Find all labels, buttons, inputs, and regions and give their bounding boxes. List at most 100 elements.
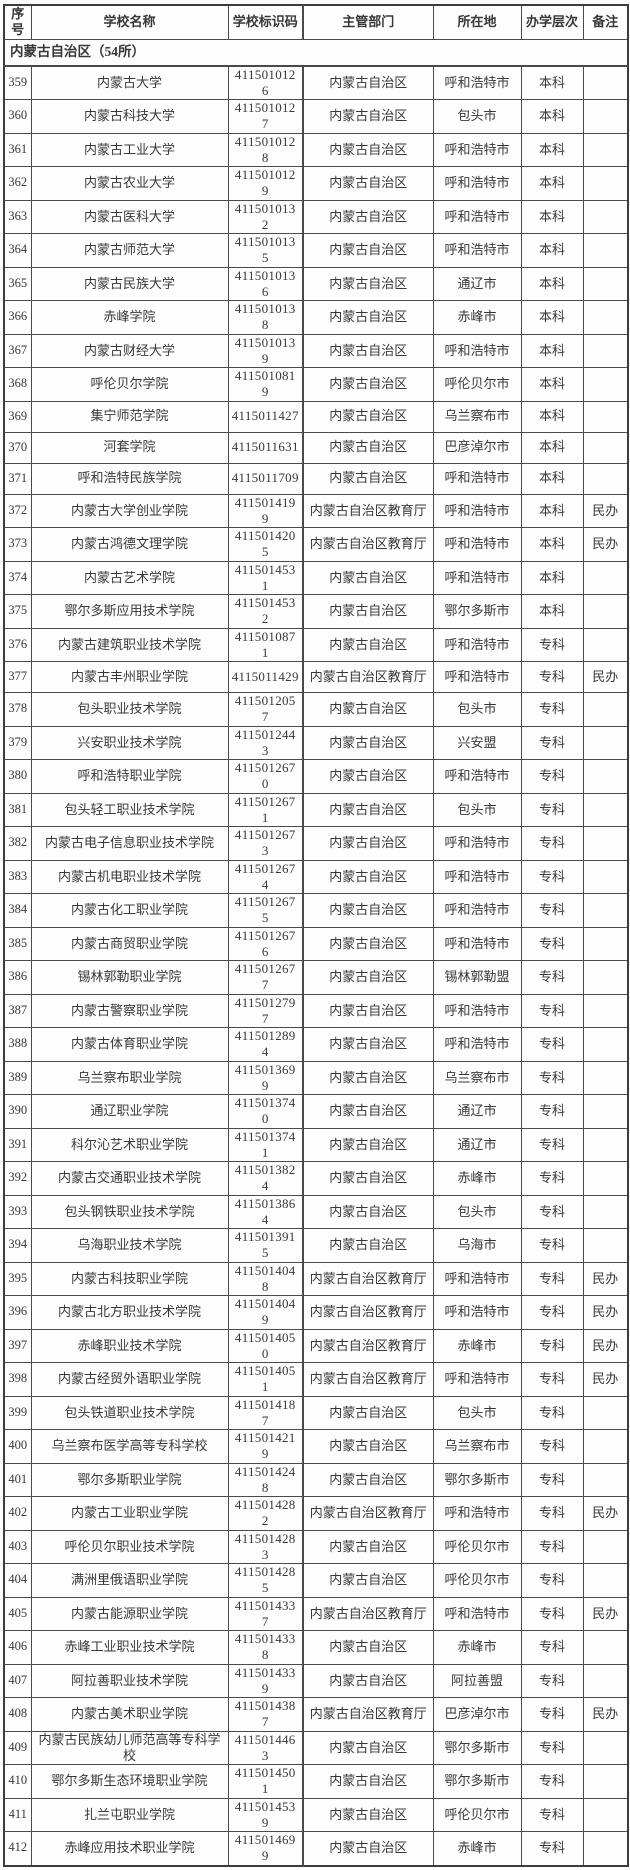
cell-school-name: 内蒙古北方职业技术学院: [30, 1295, 229, 1330]
cell-note: [582, 692, 629, 727]
cell-level: 本科: [520, 462, 584, 495]
table-row: 402 内蒙古工业职业学院 4115014282 内蒙古自治区教育厅 呼和浩特市 专科 民办: [3, 1496, 629, 1531]
cell-department: 内蒙古自治区: [302, 1630, 434, 1665]
table-row: 407 阿拉善职业技术学院 4115014339 内蒙古自治区 阿拉善盟 专科: [3, 1663, 629, 1698]
cell-school-code: 4115012677: [227, 960, 304, 995]
cell-level: 本科: [520, 431, 584, 464]
cell-number: 382: [3, 826, 32, 861]
header-row: 序号 学校名称 学校标识码 主管部门 所在地 办学层次 备注: [3, 4, 629, 40]
cell-note: [582, 166, 629, 201]
header-school-code: 学校标识码: [227, 4, 304, 40]
cell-school-name: 内蒙古农业大学: [30, 166, 229, 201]
cell-school-code: 4115013741: [227, 1127, 304, 1162]
cell-school-name: 内蒙古能源职业学院: [30, 1596, 229, 1631]
cell-note: 民办: [582, 527, 629, 562]
cell-school-name: 内蒙古民族幼儿师范高等专科学校: [30, 1730, 229, 1765]
cell-note: [582, 1563, 629, 1598]
cell-level: 专科: [520, 1362, 584, 1397]
cell-school-code: 4115014387: [227, 1697, 304, 1732]
cell-department: 内蒙古自治区: [302, 1228, 434, 1263]
cell-level: 专科: [520, 1663, 584, 1698]
cell-number: 381: [3, 792, 32, 827]
cell-school-code: 4115012797: [227, 993, 304, 1028]
cell-school-name: 内蒙古美术职业学院: [30, 1697, 229, 1732]
cell-school-code: 4115014051: [227, 1362, 304, 1397]
cell-location: 锡林郭勒盟: [432, 960, 522, 995]
cell-department: 内蒙古自治区: [302, 1730, 434, 1765]
cell-note: 民办: [582, 1697, 629, 1732]
cell-school-name: 内蒙古科技职业学院: [30, 1261, 229, 1296]
header-school-name: 学校名称: [30, 4, 229, 40]
cell-school-name: 乌兰察布职业学院: [30, 1060, 229, 1095]
table-row: 405 内蒙古能源职业学院 4115014337 内蒙古自治区教育厅 呼和浩特市 专科 民办: [3, 1596, 629, 1631]
cell-level: 专科: [520, 826, 584, 861]
cell-note: [582, 1630, 629, 1665]
cell-school-code: 4115014187: [227, 1395, 304, 1430]
cell-note: [582, 99, 629, 134]
table-row: 396 内蒙古北方职业技术学院 4115014049 内蒙古自治区教育厅 呼和浩特市 专科…: [3, 1295, 629, 1330]
cell-level: 专科: [520, 1295, 584, 1330]
cell-note: 民办: [582, 1328, 629, 1363]
cell-level: 本科: [520, 300, 584, 335]
cell-level: 专科: [520, 1027, 584, 1062]
cell-department: 内蒙古自治区: [302, 1797, 434, 1832]
cell-level: 专科: [520, 1328, 584, 1363]
cell-number: 409: [3, 1730, 32, 1765]
cell-number: 406: [3, 1630, 32, 1665]
table-row: 400 乌兰察布医学高等专科学校 4115014219 内蒙古自治区 乌兰察布市 专科: [3, 1429, 629, 1464]
cell-school-code: 4115010132: [227, 199, 304, 234]
cell-location: 呼和浩特市: [432, 1295, 522, 1330]
cell-school-name: 鄂尔多斯职业学院: [30, 1462, 229, 1497]
cell-note: [582, 893, 629, 928]
table-row: 383 内蒙古机电职业技术学院 4115012674 内蒙古自治区 呼和浩特市 专科: [3, 859, 629, 894]
cell-note: [582, 627, 629, 662]
cell-school-name: 包头轻工职业技术学院: [30, 792, 229, 827]
cell-level: 专科: [520, 1228, 584, 1263]
cell-department: 内蒙古自治区: [302, 1161, 434, 1196]
cell-number: 401: [3, 1462, 32, 1497]
cell-location: 巴彦淖尔市: [432, 431, 522, 464]
cell-school-code: 4115014338: [227, 1630, 304, 1665]
table-row: 412 赤峰应用技术职业学院 4115014699 内蒙古自治区 赤峰市 专科: [3, 1831, 629, 1866]
cell-school-code: 4115014531: [227, 560, 304, 595]
cell-school-name: 内蒙古电子信息职业技术学院: [30, 826, 229, 861]
cell-note: [582, 462, 629, 495]
table-row: 399 包头铁道职业技术学院 4115014187 内蒙古自治区 包头市 专科: [3, 1395, 629, 1430]
cell-level: 专科: [520, 1563, 584, 1598]
cell-note: [582, 1429, 629, 1464]
cell-location: 赤峰市: [432, 1328, 522, 1363]
cell-school-code: 4115012676: [227, 926, 304, 961]
cell-location: 包头市: [432, 692, 522, 727]
cell-location: 赤峰市: [432, 1831, 522, 1866]
cell-school-name: 内蒙古化工职业学院: [30, 893, 229, 928]
cell-note: [582, 1797, 629, 1832]
cell-level: 专科: [520, 1429, 584, 1464]
table-row: 370 河套学院 4115011631 内蒙古自治区 巴彦淖尔市 本科: [3, 431, 629, 464]
cell-department: 内蒙古自治区: [302, 1194, 434, 1229]
cell-level: 专科: [520, 859, 584, 894]
cell-number: 392: [3, 1161, 32, 1196]
cell-location: 阿拉善盟: [432, 1663, 522, 1698]
cell-school-code: 4115010136: [227, 266, 304, 301]
header-location: 所在地: [432, 4, 522, 40]
table-row: 362 内蒙古农业大学 4115010129 内蒙古自治区 呼和浩特市 本科: [3, 166, 629, 201]
cell-school-code: 4115014539: [227, 1797, 304, 1832]
cell-school-code: 4115012057: [227, 692, 304, 727]
table-row: 379 兴安职业技术学院 4115012443 内蒙古自治区 兴安盟 专科: [3, 725, 629, 760]
cell-department: 内蒙古自治区: [302, 199, 434, 234]
table-row: 382 内蒙古电子信息职业技术学院 4115012673 内蒙古自治区 呼和浩特市 专科: [3, 826, 629, 861]
cell-school-name: 内蒙古医科大学: [30, 199, 229, 234]
cell-school-code: 4115013824: [227, 1161, 304, 1196]
cell-school-code: 4115012671: [227, 792, 304, 827]
cell-school-name: 兴安职业技术学院: [30, 725, 229, 760]
cell-level: 本科: [520, 99, 584, 134]
table-header: 序号 学校名称 学校标识码 主管部门 所在地 办学层次 备注: [3, 4, 629, 40]
cell-location: 呼伦贝尔市: [432, 367, 522, 402]
cell-note: [582, 300, 629, 335]
cell-number: 412: [3, 1831, 32, 1866]
cell-note: [582, 333, 629, 368]
cell-number: 383: [3, 859, 32, 894]
cell-number: 391: [3, 1127, 32, 1162]
cell-department: 内蒙古自治区教育厅: [302, 1328, 434, 1363]
